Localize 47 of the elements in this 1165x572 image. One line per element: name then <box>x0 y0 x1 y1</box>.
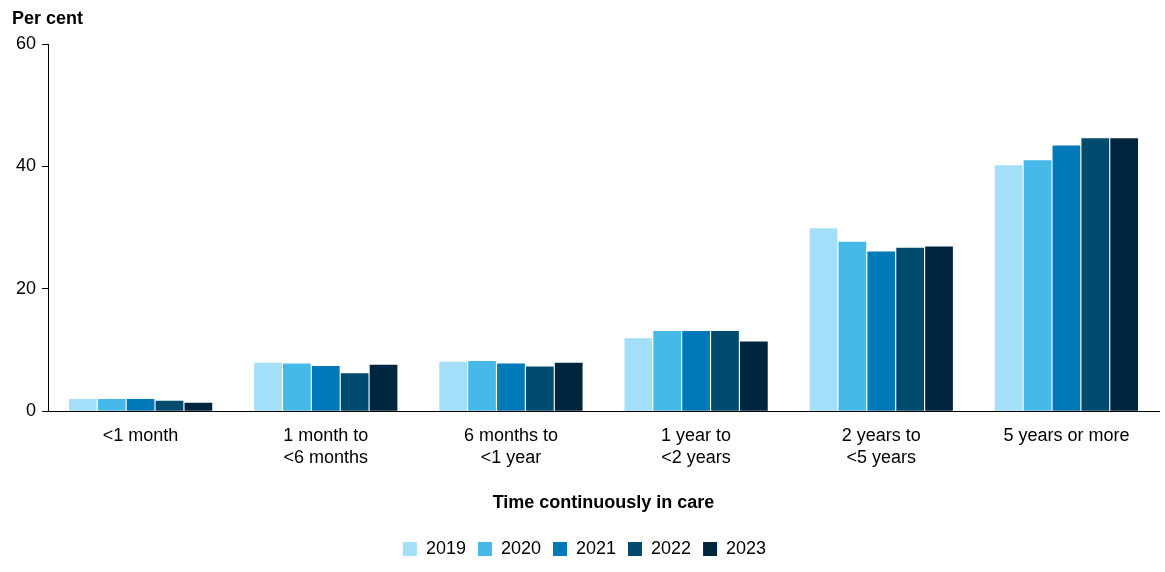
legend-label: 2019 <box>425 537 466 558</box>
y-tick-label: 0 <box>26 400 37 421</box>
bar <box>369 364 398 411</box>
x-tick-label: 1 month to <6 months <box>283 424 369 467</box>
bar <box>525 366 554 411</box>
x-axis-title: Time continuously in care <box>492 492 715 513</box>
y-tick-label: 40 <box>15 155 37 176</box>
bar <box>254 362 282 411</box>
x-tick-label: 2 years to <5 years <box>841 424 921 467</box>
bar <box>1052 145 1081 411</box>
bar <box>554 362 583 411</box>
y-axis-title: Per cent <box>12 8 84 29</box>
legend-label: 2020 <box>500 537 541 558</box>
legend-label: 2022 <box>651 537 692 558</box>
bar <box>311 365 340 411</box>
bar <box>184 402 213 411</box>
bar <box>896 247 925 411</box>
bar <box>994 165 1023 411</box>
bar <box>653 331 682 411</box>
bar <box>1110 138 1139 411</box>
legend-label: 2021 <box>575 537 617 558</box>
bar <box>1081 138 1110 411</box>
bar <box>439 361 468 411</box>
bar <box>155 400 184 411</box>
x-tick-label: 6 months to <1 year <box>463 424 558 467</box>
bar <box>624 338 653 411</box>
bar <box>1023 160 1052 411</box>
bar <box>126 398 155 411</box>
bar <box>925 246 953 411</box>
x-tick-label: 1 year to <2 years <box>661 424 732 467</box>
bar <box>682 331 710 411</box>
y-tick-label: 20 <box>15 277 37 298</box>
y-tick-label: 60 <box>15 32 37 53</box>
bar <box>468 361 496 411</box>
bar <box>740 341 768 411</box>
bar <box>867 251 896 411</box>
bar <box>809 228 838 411</box>
x-tick-label: <1 month <box>102 424 179 445</box>
bar <box>97 398 126 411</box>
bar <box>68 398 97 411</box>
bar <box>340 373 369 411</box>
x-tick-label: 5 years or more <box>1003 424 1130 445</box>
bar <box>497 363 525 411</box>
legend-label: 2023 <box>726 537 767 558</box>
bar <box>711 331 739 411</box>
bar <box>283 363 311 411</box>
bar <box>838 241 867 411</box>
